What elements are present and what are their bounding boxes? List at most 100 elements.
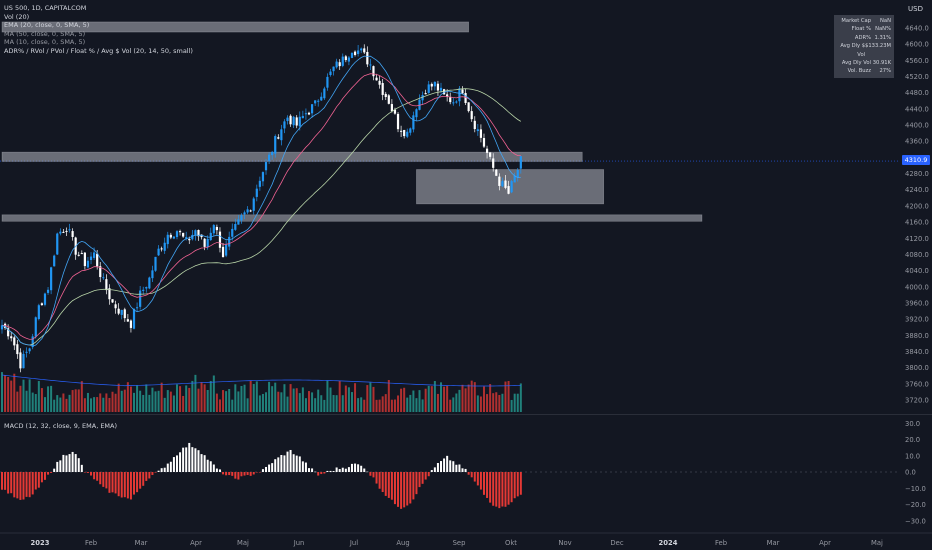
macd-bar [424,472,427,480]
volume-bar [265,392,268,412]
candle [246,209,249,213]
volume-bar [123,389,126,412]
volume-bar [136,385,139,412]
macd-bar [43,472,46,480]
volume-bar [258,395,261,412]
volume-bar [4,375,7,412]
candle [372,66,375,77]
candle [102,277,105,279]
macd-bar [96,472,99,481]
candle [28,348,31,352]
macd-bar [458,464,461,472]
candle [188,238,191,241]
macd-bar [519,472,522,495]
macd-bar [507,472,510,505]
volume-bar [179,386,182,412]
ma10-legend[interactable]: MA (10, close, 0, SMA, 5) [4,38,86,47]
volume-bar [341,395,344,412]
volume-bar [22,379,25,412]
macd-bar [200,454,203,472]
candle [341,56,344,66]
macd-bar [123,472,126,498]
candle [0,325,4,330]
macd-bar [378,472,381,489]
candle [384,93,387,98]
volume-bar [31,392,34,412]
symbol-title[interactable]: US 500, 1D, CAPITALCOM [4,4,87,12]
price-tick-label: 4120.0 [905,235,929,243]
macd-bar [16,472,19,499]
volume-bar [436,393,439,412]
volume-bar [139,390,142,412]
candle [513,175,516,183]
macd-bar [68,454,71,472]
ma50-legend[interactable]: MA (50, close, 0, SMA, 5) [4,29,86,38]
macd-legend[interactable]: MACD (12, 32, close, 9, EMA, EMA) [4,422,118,430]
macd-bar [476,472,479,486]
candle [283,121,286,129]
macd-bar [271,463,274,472]
volume-bar [458,389,461,412]
candle [320,96,323,101]
macd-bar [188,442,191,472]
stats-row: Market Cap NaN [841,18,891,24]
volume-bar [206,389,209,412]
candle [473,120,476,130]
candle [403,129,406,137]
candle [258,180,261,187]
volume-bar [295,388,298,412]
macd-tick-label: 10.0 [905,452,920,460]
macd-bar [357,464,360,472]
vol-legend[interactable]: Vol (20) [4,12,30,21]
macd-tick-label: −10.0 [905,485,926,493]
support-resistance-zones [1,21,703,222]
volume-bar [320,395,323,412]
macd-bar [286,451,289,472]
volume-bar [194,374,197,412]
macd-bar [31,472,34,495]
currency-label: USD [908,5,923,13]
volume-bar [120,390,123,412]
adr-legend[interactable]: ADR% / RVol / PVol / Float % / Avg $ Vol… [4,46,193,55]
macd-bar [320,472,323,475]
macd-bar [258,472,261,473]
stats-row: ADR% 1.31% [854,34,891,41]
candle [200,234,203,238]
candle [286,117,289,122]
candle [135,307,139,309]
candle [53,255,56,267]
pane-separator [0,414,932,415]
macd-bar [252,472,255,475]
volume-bar [280,392,283,412]
volume-bar [166,390,169,412]
candle [452,102,455,104]
volume-bar [43,397,46,412]
macd-bar [360,465,363,472]
volume-bar [53,399,56,412]
volume-bar [129,386,132,412]
stats-row: Avg Dly $ Vol $133.23M [840,43,891,58]
time-axis: 2023 Feb Mar Apr Maj Jun Jul Aug Sep Okt Nov Dec 202… [31,539,884,547]
volume-bar [117,383,120,412]
macd-tick-label: −20.0 [905,501,926,509]
ema-legend[interactable]: EMA (20, close, 0, SMA, 5) [4,21,90,30]
macd-bar [40,472,43,483]
candle [261,172,265,182]
candle [467,102,470,112]
candle [126,319,129,322]
macd-bar [467,472,470,475]
volume-bar [360,397,363,412]
candle [436,83,440,91]
macd-bar [366,471,369,473]
candle [160,248,163,250]
volume-bar [234,384,237,412]
macd-bar [393,472,396,505]
candle [264,162,268,171]
macd-bar [163,467,166,472]
volume-bar [185,385,188,412]
candle [19,352,22,369]
price-tick-label: 4280.0 [905,170,929,178]
macd-bar [265,466,268,472]
volume-bar [142,394,145,412]
